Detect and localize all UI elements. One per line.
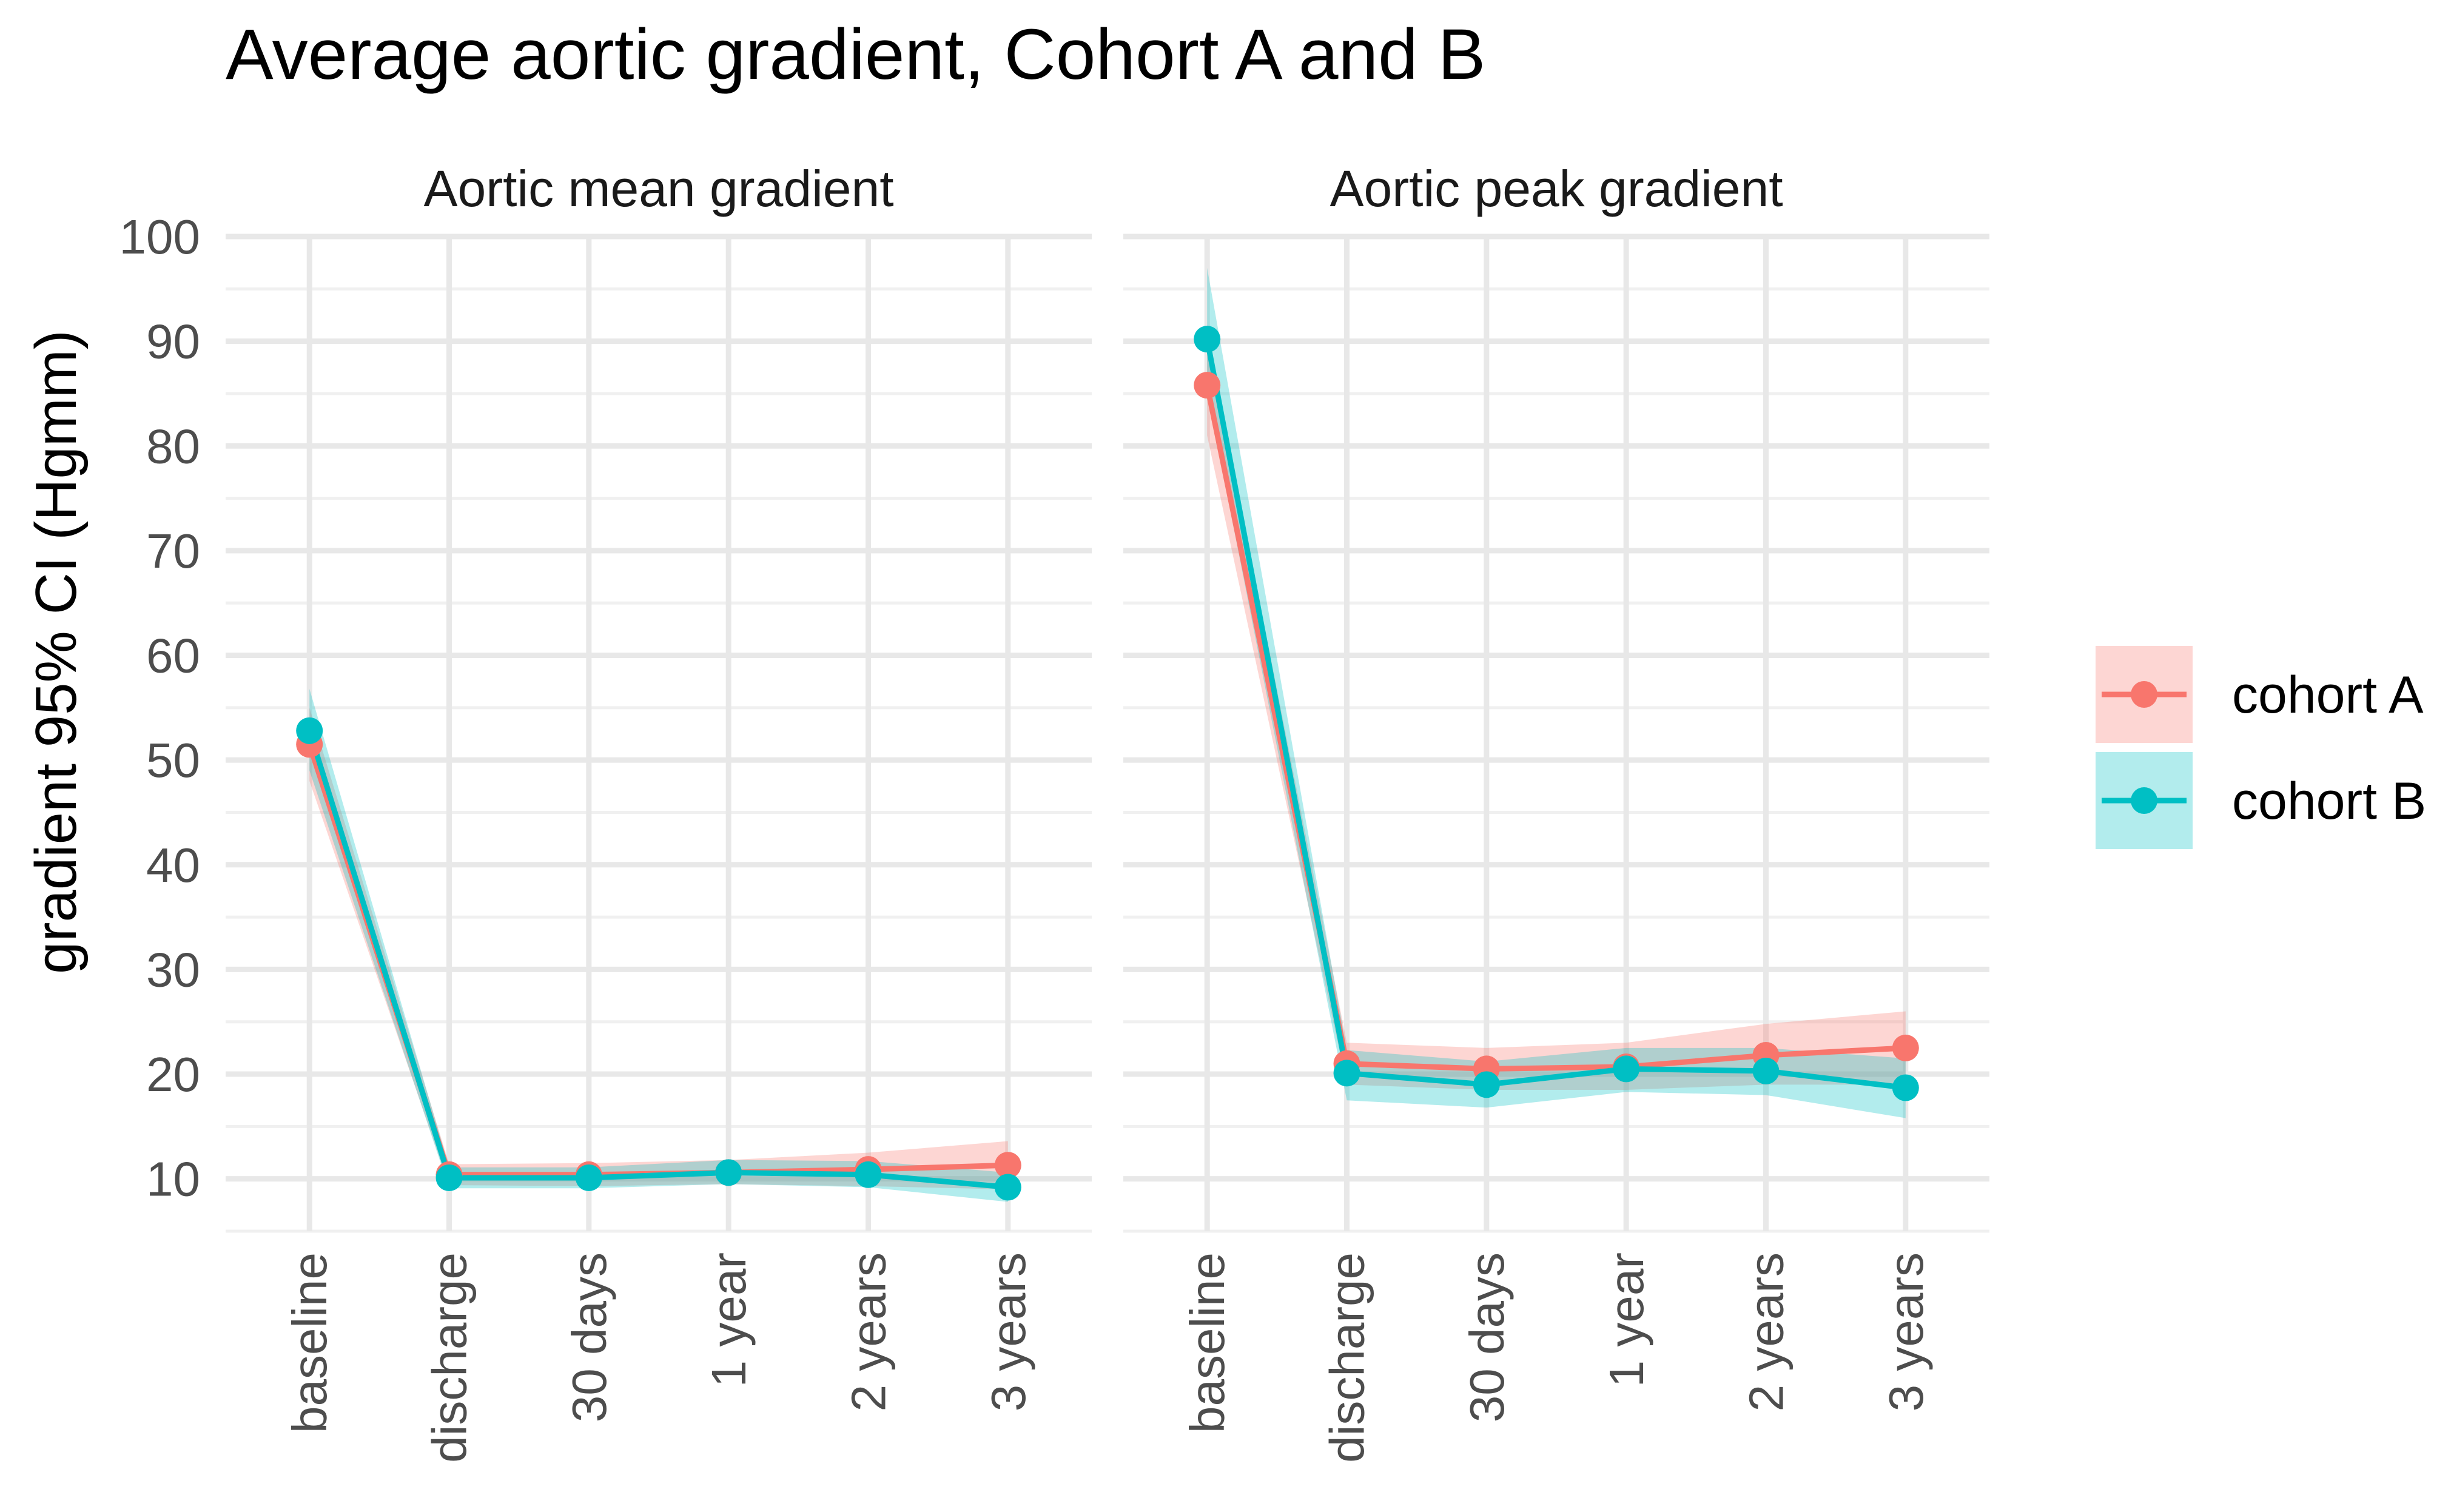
x-tick-label: discharge [1320, 1252, 1374, 1463]
legend-key-point [2131, 681, 2157, 708]
legend-item: cohort A [2096, 646, 2424, 743]
x-tick-label: 1 year [1599, 1252, 1653, 1387]
panel-title: Aortic mean gradient [423, 160, 893, 217]
panels: Aortic mean gradient 10 20 30 40 50 60 70 80 90 10… [119, 160, 1989, 1463]
data-point-cohort-B [855, 1161, 882, 1188]
data-point-cohort-B [715, 1159, 742, 1186]
chart-title: Average aortic gradient, Cohort A and B [226, 15, 1485, 95]
x-tick-label: 3 years [981, 1252, 1035, 1411]
panel-title: Aortic peak gradient [1330, 160, 1783, 217]
x-tick-label: 30 days [1460, 1252, 1514, 1422]
y-tick-label: 70 [146, 524, 200, 578]
data-point-cohort-A [1892, 1034, 1919, 1061]
x-tick-label: 30 days [562, 1252, 616, 1422]
x-tick-label: baseline [283, 1252, 337, 1433]
x-tick-label: discharge [423, 1252, 477, 1463]
x-tick-label: 2 years [1739, 1252, 1793, 1411]
data-point-cohort-B [1473, 1071, 1500, 1098]
y-tick-label: 20 [146, 1047, 200, 1101]
data-point-cohort-A [994, 1152, 1021, 1179]
x-tick-label: 1 year [702, 1252, 756, 1387]
y-tick-label: 50 [146, 733, 200, 787]
ci-ribbon-cohort-A [309, 707, 1008, 1189]
legend-item: cohort B [2096, 752, 2426, 849]
y-tick-label: 100 [119, 210, 200, 264]
series-line-cohort-B [306, 730, 1009, 1190]
data-point-cohort-B [1892, 1074, 1919, 1101]
panel-1: Aortic mean gradient 10 20 30 40 50 60 70 80 90 10… [119, 160, 1092, 1463]
data-point-cohort-B [994, 1174, 1021, 1201]
x-tick-label: 3 years [1879, 1252, 1933, 1411]
data-point-cohort-B [296, 717, 323, 744]
legend-key-point [2131, 787, 2157, 814]
legend-label: cohort A [2232, 666, 2424, 724]
y-tick-label: 30 [146, 942, 200, 996]
panel-2: Aortic peak gradient baseline discharge 30 … [1123, 160, 1989, 1463]
data-point-cohort-B [435, 1164, 463, 1191]
series-line-cohort-A [1204, 385, 1906, 1072]
ci-ribbon-cohort-A [1207, 336, 1906, 1090]
x-tick-label: baseline [1180, 1252, 1234, 1433]
y-tick-label: 80 [146, 419, 200, 473]
data-point-cohort-B [1613, 1055, 1640, 1083]
series-line-cohort-A [306, 743, 1008, 1178]
data-point-cohort-B [575, 1164, 602, 1191]
y-tick-label: 10 [146, 1152, 200, 1206]
data-point-cohort-B [1194, 326, 1221, 353]
y-tick-label: 60 [146, 629, 200, 683]
y-tick-label: 90 [146, 315, 200, 369]
x-tick-label: 2 years [841, 1252, 895, 1411]
series-line-cohort-B [1204, 338, 1906, 1090]
legend-label: cohort B [2232, 772, 2426, 830]
ci-ribbon-cohort-B [1207, 267, 1906, 1118]
ci-ribbon-cohort-B [309, 688, 1008, 1202]
legend: cohort A cohort B [2096, 646, 2426, 849]
y-axis-label: gradient 95% CI (Hgmm) [24, 330, 89, 974]
data-point-cohort-B [1752, 1057, 1780, 1084]
data-point-cohort-A [1194, 372, 1221, 399]
y-tick-label: 40 [146, 838, 200, 892]
data-point-cohort-B [1333, 1060, 1360, 1087]
